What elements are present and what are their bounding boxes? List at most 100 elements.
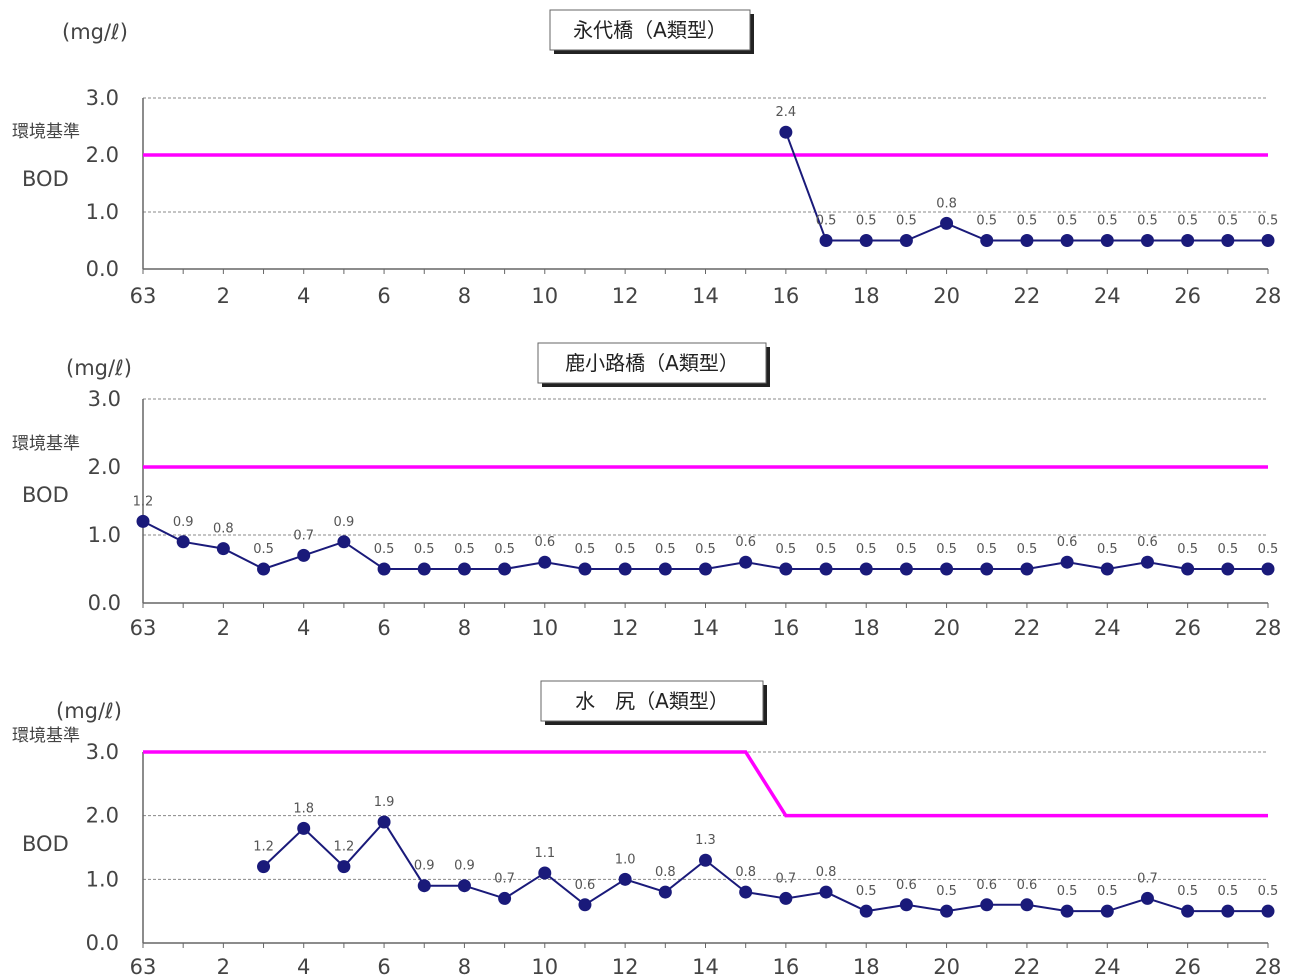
data-point	[538, 866, 552, 880]
y-tick-label: 0.0	[88, 591, 121, 615]
data-point	[739, 555, 753, 569]
data-point	[578, 898, 592, 912]
data-point	[216, 542, 230, 556]
x-tick-label: 14	[692, 616, 719, 640]
data-point	[658, 885, 672, 899]
data-point	[779, 891, 793, 905]
data-point	[136, 514, 150, 528]
data-point	[899, 562, 913, 576]
data-label: 1.9	[374, 795, 395, 810]
data-point	[859, 904, 873, 918]
data-label: 0.7	[293, 528, 314, 543]
x-tick-label: 63	[130, 284, 157, 308]
data-label: 1.2	[133, 494, 154, 509]
data-label: 0.5	[1217, 214, 1238, 229]
y-tick-label: 0.0	[86, 257, 119, 281]
data-label: 0.5	[414, 542, 435, 557]
data-point	[176, 535, 190, 549]
data-point	[1221, 234, 1235, 247]
data-point	[899, 234, 913, 247]
data-label: 0.5	[1217, 542, 1238, 557]
x-tick-label: 8	[458, 284, 471, 308]
x-tick-label: 18	[853, 955, 880, 979]
data-point	[1181, 562, 1195, 576]
data-label: 1.2	[334, 840, 355, 855]
data-label: 0.5	[615, 542, 636, 557]
data-label: 1.1	[534, 846, 555, 861]
data-point	[1181, 234, 1195, 247]
data-point	[417, 562, 431, 576]
data-point	[538, 555, 552, 569]
unit-label: (mg/ℓ)	[56, 699, 122, 723]
data-point	[1020, 898, 1034, 912]
data-label: 0.5	[776, 542, 797, 557]
data-label: 0.6	[896, 878, 917, 893]
data-point	[1221, 904, 1235, 918]
data-label: 0.5	[374, 542, 395, 557]
x-tick-label: 4	[297, 955, 310, 979]
data-point	[980, 234, 994, 247]
data-label: 0.5	[816, 214, 837, 229]
data-label: 0.5	[575, 542, 596, 557]
x-tick-label: 12	[612, 284, 639, 308]
data-label: 0.7	[776, 871, 797, 886]
data-label: 2.4	[776, 105, 797, 120]
x-tick-label: 63	[130, 616, 157, 640]
data-label: 0.8	[936, 196, 957, 211]
data-point	[859, 234, 873, 247]
data-point	[779, 562, 793, 576]
data-point	[940, 562, 954, 576]
bod-series-line	[262, 820, 1268, 913]
data-label: 0.5	[1177, 214, 1198, 229]
data-label: 0.8	[213, 522, 234, 537]
x-tick-label: 26	[1174, 955, 1201, 979]
data-label: 0.5	[655, 542, 676, 557]
data-label: 0.8	[816, 865, 837, 880]
x-tick-label: 8	[458, 955, 471, 979]
data-label: 0.5	[936, 542, 957, 557]
data-label: 1.3	[695, 833, 716, 848]
data-label: 0.5	[1017, 214, 1038, 229]
data-label: 0.5	[1057, 214, 1078, 229]
x-tick-label: 26	[1174, 616, 1201, 640]
x-tick-label: 18	[853, 616, 880, 640]
data-label: 0.5	[1097, 214, 1118, 229]
data-point	[498, 562, 512, 576]
y-tick-label: 2.0	[86, 804, 119, 828]
x-tick-label: 2	[217, 616, 230, 640]
data-label: 1.8	[293, 801, 314, 816]
data-label: 0.5	[976, 214, 997, 229]
data-point	[1020, 562, 1034, 576]
data-label: 0.6	[1057, 535, 1078, 550]
x-tick-label: 26	[1174, 284, 1201, 308]
x-tick-label: 20	[933, 616, 960, 640]
data-label: 0.5	[494, 542, 515, 557]
x-tick-label: 10	[531, 284, 558, 308]
data-point	[1100, 904, 1114, 918]
y-tick-label: 1.0	[88, 523, 121, 547]
data-point	[578, 562, 592, 576]
data-point	[457, 562, 471, 576]
data-label: 0.5	[896, 214, 917, 229]
data-label: 0.6	[534, 535, 555, 550]
x-tick-label: 24	[1094, 616, 1121, 640]
x-tick-label: 12	[612, 616, 639, 640]
y-tick-label: 2.0	[88, 455, 121, 479]
data-label: 0.5	[936, 884, 957, 899]
data-label: 0.5	[896, 542, 917, 557]
data-label: 0.5	[856, 214, 877, 229]
data-point	[1060, 904, 1074, 918]
data-label: 0.6	[976, 878, 997, 893]
data-label: 1.0	[615, 852, 636, 867]
data-point	[1100, 562, 1114, 576]
data-point	[699, 562, 712, 576]
data-point	[337, 860, 351, 874]
data-point	[980, 562, 994, 576]
x-tick-label: 2	[217, 955, 230, 979]
data-label: 0.6	[1137, 535, 1158, 550]
data-point	[1140, 891, 1154, 905]
x-tick-label: 20	[933, 284, 960, 308]
x-tick-label: 16	[772, 284, 799, 308]
data-label: 0.5	[1258, 884, 1279, 899]
